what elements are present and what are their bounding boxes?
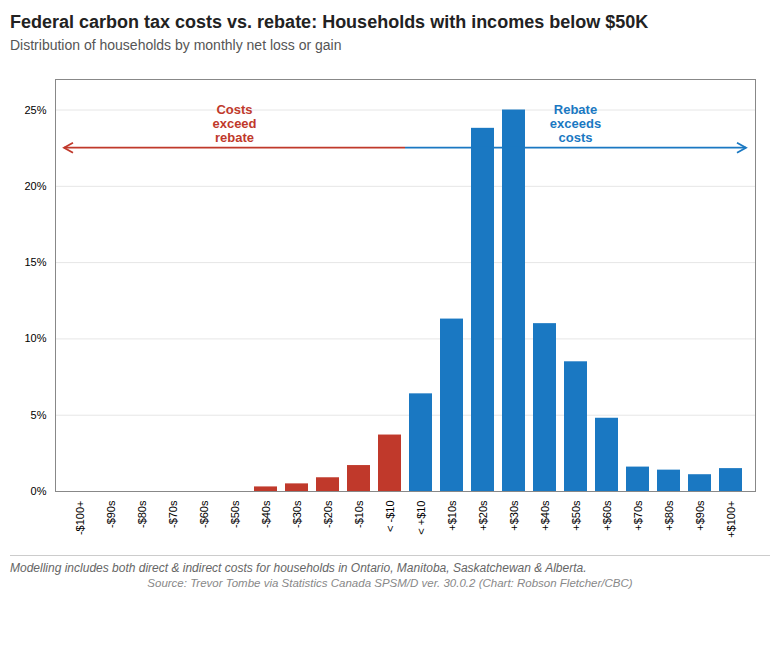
svg-text:-$10s: -$10s: [353, 500, 365, 528]
svg-text:+$100+: +$100+: [725, 501, 737, 538]
svg-text:0%: 0%: [31, 485, 47, 497]
svg-text:5%: 5%: [31, 409, 47, 421]
svg-text:< +$10: < +$10: [415, 501, 427, 535]
svg-text:-$100+: -$100+: [74, 501, 86, 536]
svg-text:-$90s: -$90s: [105, 500, 117, 528]
svg-text:+$70s: +$70s: [632, 500, 644, 531]
svg-text:+$10s: +$10s: [446, 500, 458, 531]
html-text:Source: Trevor Tombe via Stati: Source: Trevor Tombe via Statistics Cana…: [147, 577, 633, 589]
svg-text:Costsexceedrebate: Costsexceedrebate: [212, 102, 256, 145]
svg-text:-$60s: -$60s: [198, 500, 210, 528]
svg-text:+$80s: +$80s: [663, 500, 675, 531]
svg-text:+$30s: +$30s: [508, 500, 520, 531]
svg-text:-$30s: -$30s: [291, 500, 303, 528]
svg-text:+$90s: +$90s: [694, 500, 706, 531]
svg-text:-$80s: -$80s: [136, 500, 148, 528]
svg-text:-$20s: -$20s: [322, 500, 334, 528]
svg-text:+$20s: +$20s: [477, 500, 489, 531]
svg-text:+$60s: +$60s: [601, 500, 613, 531]
svg-text:-$50s: -$50s: [229, 500, 241, 528]
svg-text:-$40s: -$40s: [260, 500, 272, 528]
svg-text:-$70s: -$70s: [167, 500, 179, 528]
svg-text:20%: 20%: [24, 180, 46, 192]
html-text:Distribution of households by: Distribution of households by monthly ne…: [10, 37, 342, 53]
svg-text:10%: 10%: [24, 332, 46, 344]
svg-text:+$50s: +$50s: [570, 500, 582, 531]
svg-text:15%: 15%: [24, 256, 46, 268]
svg-text:< -$10: < -$10: [384, 501, 396, 533]
svg-text:Rebateexceedscosts: Rebateexceedscosts: [550, 102, 601, 145]
html-text:Modelling includes both direct: Modelling includes both direct & indirec…: [10, 561, 587, 575]
svg-text:+$40s: +$40s: [539, 500, 551, 531]
svg-text:25%: 25%: [24, 104, 46, 116]
html-text:Federal carbon tax costs vs. r: Federal carbon tax costs vs. rebate: Hou…: [10, 12, 649, 32]
